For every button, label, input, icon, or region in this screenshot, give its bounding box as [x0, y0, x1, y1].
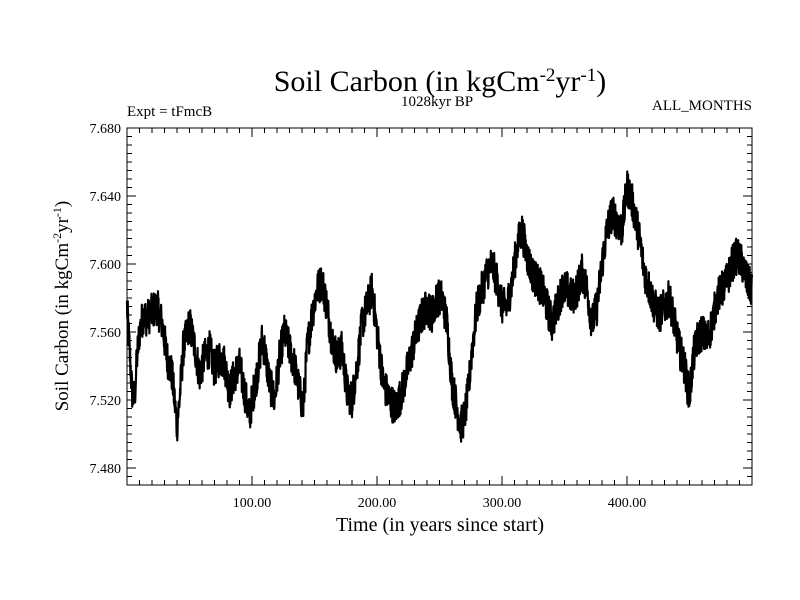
subtitle-experiment: Expt = tFmcB: [127, 104, 212, 120]
x-tick-label: 400.00: [608, 496, 647, 511]
chart-title: Soil Carbon (in kgCm-2yr-1): [274, 65, 607, 99]
y-tick-label: 7.600: [90, 258, 122, 273]
x-tick-label: 200.00: [358, 496, 397, 511]
chart-title-end: ): [596, 65, 606, 98]
y-tick-label: 7.560: [90, 326, 122, 341]
subtitle-months: ALL_MONTHS: [652, 98, 752, 114]
y-axis-label-mid: yr: [52, 216, 73, 233]
y-axis-label-sup2: -1: [50, 207, 64, 217]
chart-title-sup1: -2: [540, 65, 556, 86]
y-axis-label: Soil Carbon (in kgCm-2yr-1): [50, 201, 73, 412]
data-series-line: [125, 170, 754, 443]
y-axis-label-main: Soil Carbon (in kgCm: [52, 243, 73, 412]
chart-title-sup2: -1: [580, 65, 596, 86]
x-tick-label: 100.00: [233, 496, 272, 511]
chart-title-main: Soil Carbon (in kgCm: [274, 65, 540, 98]
y-tick-label: 7.680: [90, 122, 122, 137]
subtitle-period: 1028kyr BP: [401, 94, 473, 110]
y-tick-label: 7.520: [90, 394, 122, 409]
chart-title-mid: yr: [555, 65, 580, 98]
y-tick-label: 7.480: [90, 462, 122, 477]
y-axis-label-sup1: -2: [50, 233, 64, 243]
x-axis-label: Time (in years since start): [336, 514, 544, 536]
axis-ticks: 100.00 200.00 300.00 400.00 7.480 7.520 7.560 7…: [90, 122, 752, 511]
y-axis-label-end: ): [52, 201, 73, 207]
y-tick-label: 7.640: [90, 190, 122, 205]
x-tick-label: 300.00: [483, 496, 522, 511]
